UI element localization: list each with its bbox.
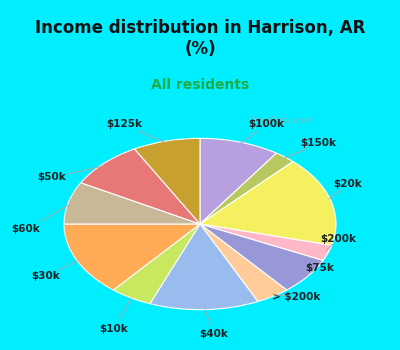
Wedge shape — [200, 224, 287, 302]
Wedge shape — [64, 224, 200, 290]
Text: $100k: $100k — [248, 119, 284, 130]
Wedge shape — [113, 224, 200, 304]
Text: All residents: All residents — [151, 78, 249, 92]
Text: $125k: $125k — [106, 119, 142, 130]
Wedge shape — [200, 224, 323, 290]
Wedge shape — [134, 138, 200, 224]
Text: $200k: $200k — [320, 234, 356, 244]
Text: Income distribution in Harrison, AR
(%): Income distribution in Harrison, AR (%) — [35, 19, 365, 58]
Text: $10k: $10k — [100, 324, 128, 334]
Wedge shape — [200, 138, 276, 224]
Wedge shape — [81, 149, 200, 224]
Text: $75k: $75k — [306, 263, 334, 273]
Text: $30k: $30k — [32, 271, 60, 281]
Wedge shape — [200, 224, 332, 260]
Wedge shape — [150, 224, 258, 310]
Text: $50k: $50k — [38, 173, 66, 182]
Text: $60k: $60k — [12, 224, 40, 234]
Text: $40k: $40k — [200, 329, 228, 338]
Wedge shape — [200, 153, 293, 224]
Wedge shape — [64, 183, 200, 224]
Text: City-Data.com: City-Data.com — [240, 116, 313, 125]
Text: $150k: $150k — [300, 138, 336, 148]
Wedge shape — [200, 162, 336, 245]
Text: > $200k: > $200k — [272, 292, 320, 302]
Text: $20k: $20k — [334, 179, 362, 189]
